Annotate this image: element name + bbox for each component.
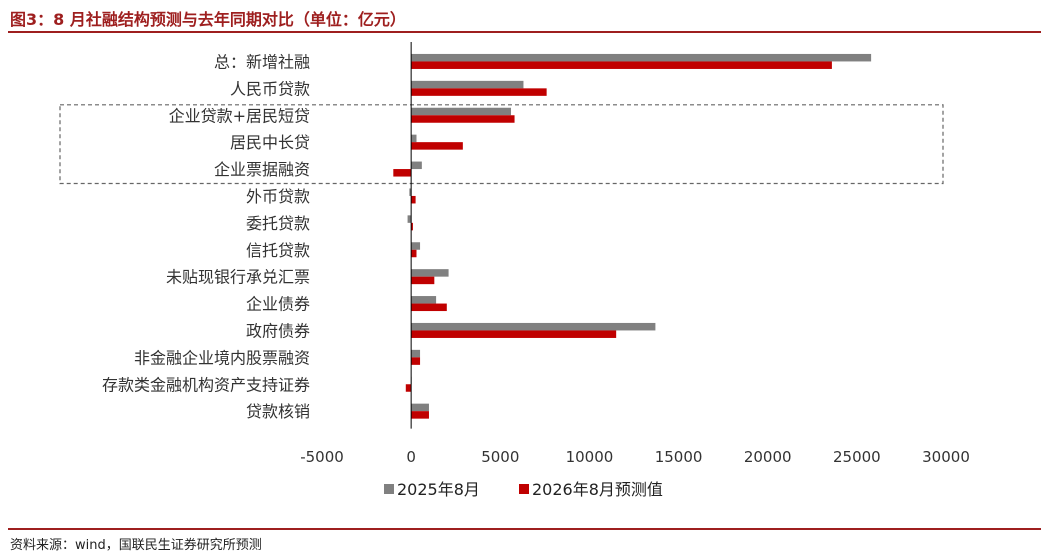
bar-2026-forecast <box>411 411 429 419</box>
category-label: 居民中长贷 <box>230 133 310 152</box>
bar-2025 <box>411 107 511 116</box>
title-rule <box>8 31 1041 33</box>
bar-2025 <box>411 242 421 250</box>
bar-2025 <box>411 134 417 143</box>
bar-2025 <box>411 322 656 331</box>
bar-2025 <box>411 269 449 277</box>
bar-2026-forecast <box>405 384 412 392</box>
bar-2025 <box>411 80 524 89</box>
legend-swatch-2025 <box>384 484 394 494</box>
source-note: 资料来源：wind，国联民生证券研究所预测 <box>10 538 262 553</box>
bar-2026-forecast <box>411 222 413 231</box>
bar-2026-forecast <box>411 61 832 69</box>
bar-2026-forecast <box>411 88 547 96</box>
x-tick-label: 5000 <box>481 448 519 466</box>
x-tick-label: 0 <box>406 448 416 466</box>
category-label: 贷款核销 <box>246 402 310 421</box>
category-label: 信托贷款 <box>246 241 310 260</box>
bar-2026-forecast <box>411 330 617 338</box>
bar-2026-forecast <box>411 195 416 204</box>
x-tick-label: 30000 <box>922 448 970 466</box>
category-label: 非金融企业境内股票融资 <box>134 348 310 367</box>
legend-swatch-2026 <box>519 484 529 494</box>
x-tick-label: -5000 <box>300 448 344 466</box>
bar-2025 <box>411 296 437 304</box>
bar-2026-forecast <box>393 169 412 177</box>
bar-2025 <box>411 161 422 170</box>
legend-label: 2026年8月预测值 <box>532 480 663 499</box>
bar-2026-forecast <box>411 303 447 312</box>
bar-2025 <box>411 53 872 62</box>
bar-2026-forecast <box>411 142 463 150</box>
category-label: 外币贷款 <box>246 187 310 206</box>
bar-2026-forecast <box>411 276 435 285</box>
bar-2025 <box>411 403 429 412</box>
category-label: 存款类金融机构资产支持证券 <box>102 375 310 394</box>
footer-rule <box>8 528 1041 530</box>
category-label: 企业贷款+居民短贷 <box>169 106 310 125</box>
category-label: 委托贷款 <box>246 214 310 233</box>
highlight-box <box>59 104 944 185</box>
category-label: 企业票据融资 <box>214 160 310 179</box>
bar-chart: 总：新增社融人民币贷款企业贷款+居民短贷居民中长贷企业票据融资外币贷款委托贷款信… <box>59 42 970 499</box>
category-label: 企业债券 <box>246 295 310 314</box>
category-label: 政府债券 <box>246 321 310 340</box>
bar-2026-forecast <box>411 357 421 365</box>
category-label: 未贴现银行承兑汇票 <box>166 268 310 287</box>
x-tick-label: 25000 <box>833 448 881 466</box>
bar-2026-forecast <box>411 115 515 123</box>
chart-title: 图3：8 月社融结构预测与去年同期对比（单位：亿元） <box>10 10 406 29</box>
category-label: 总：新增社融 <box>214 52 310 71</box>
legend-label: 2025年8月 <box>397 480 480 499</box>
bar-2025 <box>411 349 421 358</box>
bar-2025 <box>409 188 412 196</box>
x-tick-label: 15000 <box>655 448 703 466</box>
bar-2026-forecast <box>411 249 417 258</box>
bar-2025 <box>407 215 412 223</box>
category-label: 人民币贷款 <box>230 79 310 98</box>
x-tick-label: 10000 <box>566 448 614 466</box>
x-tick-label: 20000 <box>744 448 792 466</box>
